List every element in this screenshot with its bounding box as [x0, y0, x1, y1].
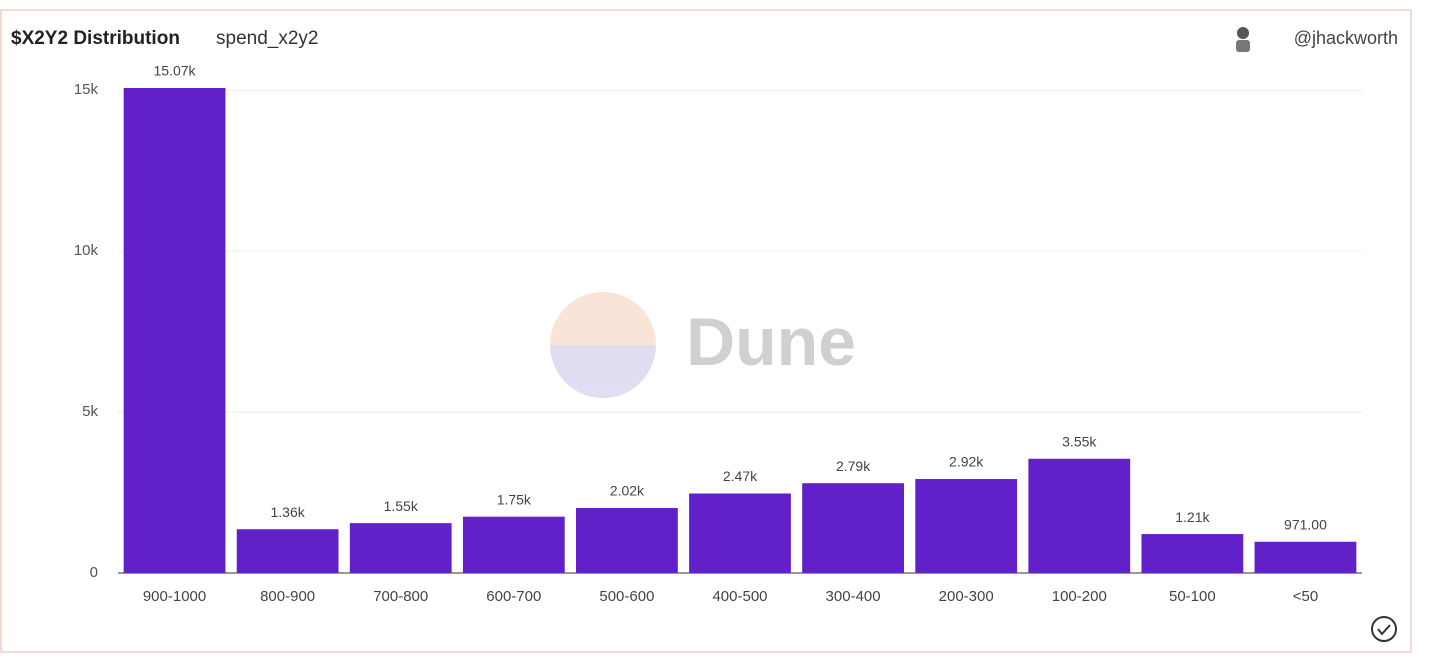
x-tick-label: 50-100 — [1169, 588, 1216, 605]
bar — [915, 479, 1018, 573]
bar — [802, 483, 904, 573]
x-tick-label: 400-500 — [712, 588, 767, 605]
x-tick-label: 600-700 — [486, 588, 541, 605]
x-tick-label: <50 — [1293, 588, 1318, 605]
bar — [462, 516, 565, 573]
x-tick-label: 800-900 — [260, 588, 315, 605]
value-label: 971.00 — [1284, 516, 1327, 532]
author[interactable]: @jhackworth — [1294, 28, 1398, 48]
value-label: 1.55k — [384, 498, 419, 514]
bar — [1028, 458, 1131, 573]
x-tick-label: 100-200 — [1052, 588, 1107, 605]
value-label: 1.21k — [1175, 509, 1210, 525]
bar — [236, 529, 339, 573]
x-tick-label: 500-600 — [599, 588, 654, 605]
value-label: 1.75k — [497, 491, 532, 507]
value-label: 15.07k — [154, 63, 197, 79]
x-tick-label: 900-1000 — [143, 588, 206, 605]
x-tick-label: 300-400 — [826, 588, 881, 605]
value-label: 1.36k — [271, 504, 306, 520]
y-tick-label: 15k — [74, 81, 99, 98]
bar — [576, 507, 678, 573]
value-label: 2.02k — [610, 483, 645, 499]
chart-subtitle: spend_x2y2 — [216, 28, 318, 49]
x-tick-label: 200-300 — [939, 588, 994, 605]
bar — [1141, 534, 1244, 573]
value-label: 2.79k — [836, 458, 871, 474]
y-tick-label: 10k — [74, 242, 99, 259]
x-tick-label: 700-800 — [373, 588, 428, 605]
y-tick-label: 0 — [90, 564, 98, 581]
avatar-icon — [1236, 27, 1250, 52]
bar — [689, 493, 791, 573]
chart-title: $X2Y2 Distribution — [11, 28, 180, 49]
value-label: 2.92k — [949, 454, 984, 470]
bar — [1254, 541, 1357, 573]
value-label: 3.55k — [1062, 433, 1097, 449]
watermark-logo — [550, 292, 656, 398]
check-icon[interactable] — [1371, 616, 1397, 642]
bar — [123, 88, 226, 573]
bar — [349, 523, 452, 573]
value-label: 2.47k — [723, 468, 758, 484]
watermark: Dune — [686, 304, 856, 380]
y-tick-label: 5k — [82, 403, 98, 420]
